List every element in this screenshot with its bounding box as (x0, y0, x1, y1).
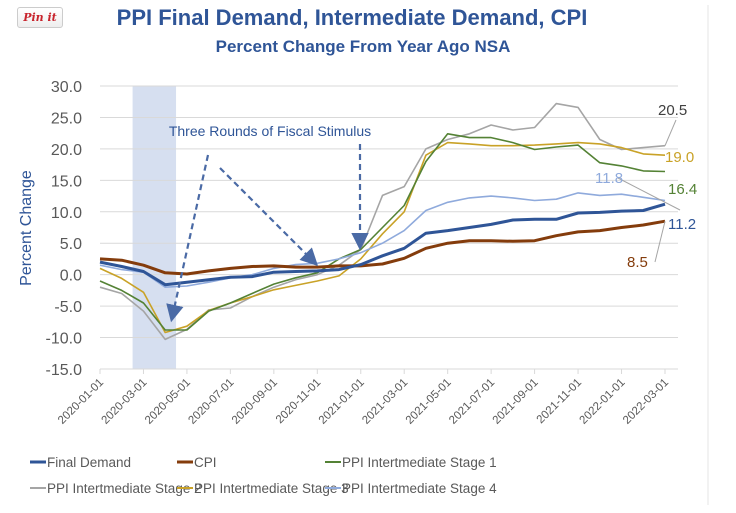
x-tick-label: 2020-07-01 (186, 377, 236, 427)
legend-label: PPI Intertmediate Stage 4 (342, 481, 497, 496)
y-tick-label: -10.0 (46, 331, 83, 348)
stimulus-arrow (219, 167, 319, 267)
chart-subtitle: Percent Change From Year Ago NSA (216, 37, 511, 56)
y-tick-label: 25.0 (51, 110, 82, 127)
legend-label: CPI (194, 455, 217, 470)
y-tick-label: 0.0 (60, 268, 82, 285)
legend-label: PPI Intertmediate Stage 1 (342, 455, 497, 470)
series-line-0 (99, 202, 666, 287)
legend-label: PPI Intertmediate Stage 2 (47, 481, 202, 496)
x-tick-label: 2021-09-01 (491, 377, 541, 427)
x-tick-label: 2020-05-01 (143, 377, 193, 427)
leader-line (654, 221, 666, 263)
y-axis-label: Percent Change (18, 170, 35, 286)
x-tick-label: 2021-07-01 (447, 377, 497, 427)
y-tick-label: 5.0 (60, 236, 82, 253)
annotation-text: Three Rounds of Fiscal Stimulus (169, 123, 371, 139)
end-value-label: 11.8 (595, 170, 623, 187)
end-value-label: 19.0 (665, 149, 694, 166)
x-tick-label: 2021-05-01 (404, 377, 454, 427)
x-tick-label: 2021-03-01 (360, 377, 410, 427)
legend-label: Final Demand (47, 455, 131, 470)
x-tick-label: 2020-01-01 (56, 377, 106, 427)
x-tick-label: 2020-09-01 (230, 377, 280, 427)
leader-line (664, 119, 677, 146)
pin-it-button[interactable]: Pin it (17, 7, 63, 28)
series-line-5 (99, 192, 666, 289)
x-tick-label: 2022-01-01 (578, 377, 628, 427)
end-value-label: 11.2 (668, 216, 696, 233)
y-tick-label: 10.0 (51, 205, 82, 222)
legend-label: PPI Intertmediate Stage 3 (194, 481, 349, 496)
y-tick-label: 30.0 (51, 79, 82, 96)
x-tick-label: 2022-03-01 (621, 377, 671, 427)
series-line-4 (99, 141, 666, 334)
y-tick-label: -5.0 (54, 299, 82, 316)
x-tick-label: 2020-03-01 (99, 377, 149, 427)
y-tick-label: -15.0 (46, 362, 83, 379)
y-tick-label: 15.0 (51, 173, 82, 190)
x-tick-label: 2021-01-01 (317, 377, 367, 427)
leader-line (617, 177, 681, 211)
series-line-2 (99, 133, 666, 331)
end-value-label: 16.4 (668, 181, 697, 198)
series-line-1 (99, 219, 666, 276)
stimulus-arrow (166, 154, 210, 323)
y-tick-label: 20.0 (51, 142, 82, 159)
end-value-label: 20.5 (658, 102, 687, 119)
end-value-label: 8.5 (627, 254, 648, 271)
chart-title: PPI Final Demand, Intermediate Demand, C… (117, 5, 588, 30)
